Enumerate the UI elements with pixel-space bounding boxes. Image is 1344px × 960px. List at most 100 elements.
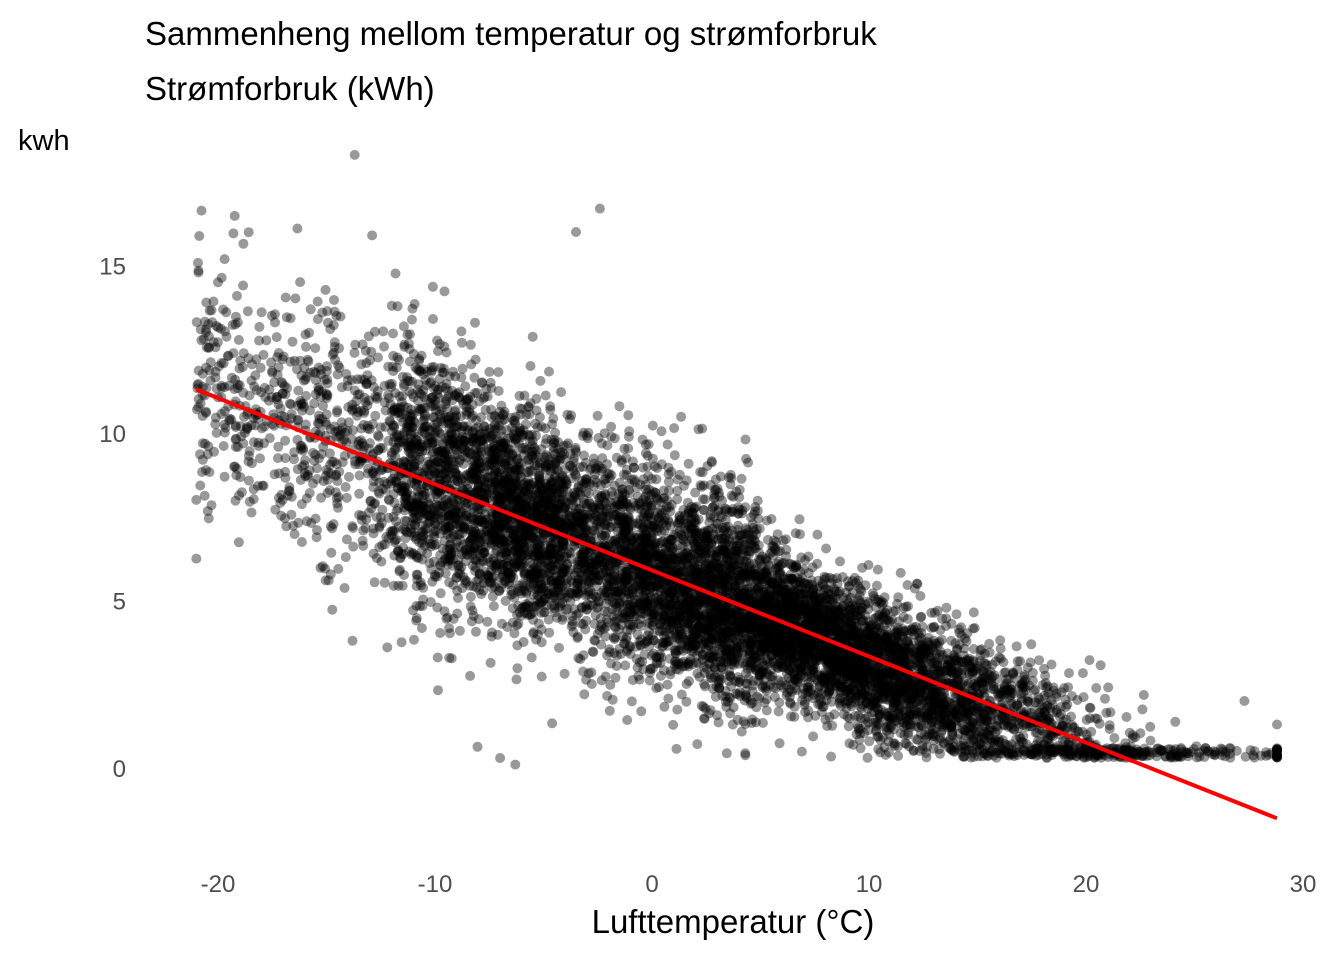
- data-point: [746, 628, 757, 639]
- data-point: [675, 584, 686, 595]
- data-point: [482, 616, 493, 627]
- data-point: [312, 296, 323, 307]
- data-point: [766, 627, 777, 638]
- data-point: [649, 558, 660, 569]
- data-point: [687, 642, 698, 653]
- data-point: [559, 519, 569, 530]
- data-point: [1043, 713, 1054, 724]
- data-point: [490, 563, 501, 574]
- data-point: [745, 638, 756, 649]
- data-point: [229, 461, 240, 472]
- data-point: [909, 693, 920, 704]
- data-point: [933, 665, 944, 676]
- data-point: [780, 612, 791, 623]
- data-point: [810, 622, 821, 633]
- data-point: [844, 738, 855, 749]
- data-point: [935, 687, 946, 698]
- data-point: [681, 548, 692, 559]
- data-point: [544, 486, 555, 496]
- data-point: [766, 582, 777, 593]
- data-point: [702, 535, 713, 545]
- data-point: [941, 602, 952, 613]
- data-point: [718, 630, 729, 640]
- data-point: [717, 544, 728, 555]
- data-point: [497, 499, 508, 510]
- data-point: [542, 491, 553, 502]
- data-point: [702, 567, 713, 578]
- data-point: [776, 635, 787, 646]
- data-point: [509, 546, 520, 556]
- data-point: [611, 452, 622, 463]
- data-point: [779, 558, 790, 568]
- data-point: [250, 370, 261, 381]
- data-point: [760, 592, 771, 603]
- data-point: [826, 751, 837, 762]
- data-point: [715, 614, 726, 625]
- data-point: [454, 625, 465, 636]
- data-point: [1062, 743, 1073, 753]
- data-point: [962, 717, 973, 728]
- data-point: [1018, 744, 1029, 755]
- data-point: [727, 504, 738, 514]
- data-point: [656, 426, 667, 437]
- data-point: [957, 706, 968, 717]
- data-point: [457, 363, 468, 374]
- data-point: [287, 336, 298, 347]
- data-point: [461, 510, 472, 521]
- data-point: [465, 670, 476, 681]
- data-point: [383, 361, 394, 372]
- data-point: [524, 458, 535, 469]
- data-point: [593, 500, 604, 511]
- data-point: [834, 611, 845, 622]
- data-point: [238, 238, 249, 249]
- data-point: [692, 739, 703, 750]
- data-point: [384, 415, 395, 426]
- data-point: [370, 471, 381, 482]
- data-point: [789, 674, 800, 684]
- data-point: [388, 489, 399, 499]
- data-point: [790, 528, 801, 539]
- data-point: [981, 748, 992, 759]
- data-point: [892, 689, 903, 700]
- data-point: [372, 430, 383, 441]
- data-point: [689, 591, 700, 602]
- data-point: [471, 626, 481, 637]
- data-point: [344, 471, 354, 482]
- data-point: [578, 619, 589, 630]
- data-point: [635, 500, 646, 511]
- data-point: [498, 533, 509, 543]
- data-point: [566, 621, 577, 632]
- data-point: [681, 475, 692, 486]
- data-point: [817, 578, 828, 589]
- data-point: [549, 564, 560, 575]
- data-point: [898, 673, 909, 684]
- data-point: [412, 384, 423, 395]
- data-point: [448, 531, 459, 542]
- data-point: [455, 411, 466, 422]
- data-point: [754, 669, 765, 680]
- data-point: [793, 644, 804, 654]
- data-point: [830, 671, 841, 682]
- data-point: [796, 746, 807, 757]
- data-point: [657, 625, 667, 636]
- data-point: [550, 457, 561, 468]
- data-point: [326, 547, 337, 558]
- data-point: [596, 675, 607, 686]
- data-point: [813, 575, 824, 586]
- data-point: [483, 472, 494, 483]
- data-point: [1042, 715, 1053, 726]
- data-point: [651, 579, 662, 590]
- data-point: [451, 518, 462, 529]
- data-point: [789, 652, 800, 663]
- data-point: [531, 566, 542, 577]
- data-point: [836, 611, 847, 622]
- data-point: [983, 730, 994, 741]
- data-point: [556, 387, 567, 398]
- data-point: [708, 651, 719, 662]
- data-point: [972, 663, 983, 674]
- points-layer: [191, 149, 1282, 770]
- data-point: [855, 724, 865, 734]
- data-point: [564, 521, 575, 532]
- data-point: [802, 671, 813, 682]
- data-point: [668, 719, 679, 730]
